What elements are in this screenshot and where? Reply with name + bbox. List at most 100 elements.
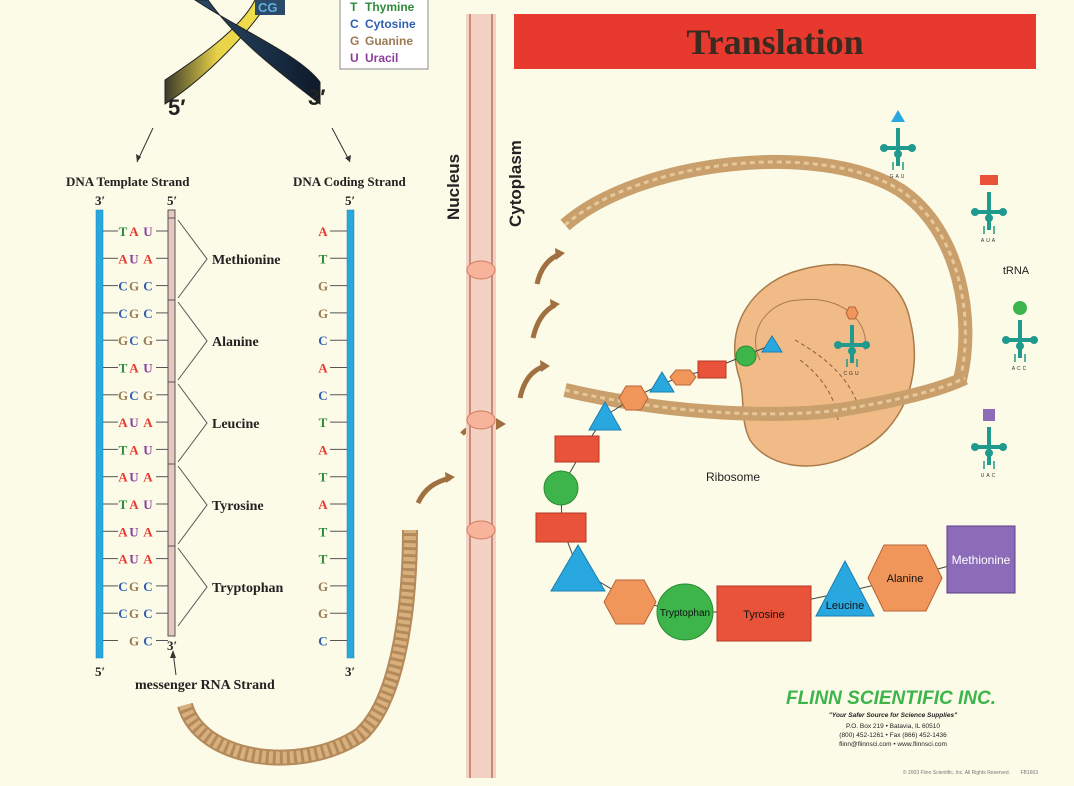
coding-strand-bar <box>346 209 355 659</box>
legend-word-cytosine: Cytosine <box>365 17 416 31</box>
legend-letter-guanine: G <box>350 34 359 48</box>
polypeptide-chain: Tryptophan Tyrosine Leucine Alanine Meth… <box>535 335 1016 642</box>
template-base: A <box>118 415 128 430</box>
template-base: T <box>119 224 128 239</box>
trna-anticodon: UAC <box>981 473 998 479</box>
coding-strand-bottom: 3′ <box>345 664 355 679</box>
cytoplasm-label: Cytoplasm <box>506 140 525 227</box>
mrna-base-right: A <box>143 524 153 539</box>
chain-leucine <box>815 559 875 617</box>
template-base: A <box>118 524 128 539</box>
mrna-base-left: U <box>129 251 139 266</box>
ribosome <box>734 263 916 467</box>
template-base: G <box>118 333 128 348</box>
page-title: Translation <box>686 22 863 62</box>
template-base: C <box>118 279 127 294</box>
mrna-base-right: G <box>143 333 153 348</box>
coding-base: T <box>319 415 328 430</box>
mrna-base-right: A <box>143 251 153 266</box>
chain-label-tryptophan: Tryptophan <box>660 608 710 619</box>
coding-base: C <box>318 388 327 403</box>
base-legend: T Thymine C Cytosine G Guanine U Uracil <box>339 0 429 70</box>
mrna-base-right: U <box>143 442 153 457</box>
chain-hexagon-2 <box>618 385 649 411</box>
chain-label-leucine: Leucine <box>826 600 865 612</box>
coding-base: G <box>318 579 328 594</box>
mrna-base-left: C <box>129 333 138 348</box>
mrna-strand-bar <box>167 209 176 637</box>
mrna-base-left: A <box>129 497 139 512</box>
coding-base: T <box>319 524 328 539</box>
template-strand-bottom: 5′ <box>95 664 105 679</box>
trna-molecule: AUA <box>971 175 1007 244</box>
mrna-base-right: C <box>143 579 152 594</box>
template-base: G <box>118 388 128 403</box>
codon-label: Leucine <box>212 417 259 432</box>
coding-base: T <box>319 552 328 567</box>
legend-word-uracil: Uracil <box>365 51 398 65</box>
chain-triangle-3 <box>588 400 622 431</box>
coding-base: T <box>319 470 328 485</box>
template-base: T <box>119 442 128 457</box>
mrna-strand-label: messenger RNA Strand <box>135 678 275 693</box>
mrna-base-right: A <box>143 470 153 485</box>
mrna-base-left: U <box>129 552 139 567</box>
trna-label: tRNA <box>1003 265 1030 277</box>
template-base: T <box>119 497 128 512</box>
mrna-base-right: A <box>143 552 153 567</box>
template-base: C <box>118 606 127 621</box>
codon-label: Tyrosine <box>212 499 264 514</box>
mrna-base-left: G <box>129 606 139 621</box>
company-web: flinn@flinnsci.com • www.flinnsci.com <box>839 741 947 748</box>
template-strand-label: DNA Template Strand <box>66 174 190 189</box>
chain-hexagon-3 <box>603 579 657 625</box>
codon-label: Tryptophan <box>212 581 284 596</box>
coding-base: T <box>319 251 328 266</box>
codon-label: Alanine <box>212 335 259 350</box>
chain-alanine <box>867 544 943 612</box>
codon-label: Methionine <box>212 253 280 268</box>
template-base: A <box>118 470 128 485</box>
template-base: A <box>118 552 128 567</box>
ribosome-label: Ribosome <box>706 470 760 484</box>
chain-triangle-1 <box>761 335 783 353</box>
mrna-base-right: G <box>143 388 153 403</box>
company-phone: (800) 452-1261 • Fax (866) 452-1436 <box>839 732 947 739</box>
mrna-strand-bottom: 3′ <box>167 638 177 653</box>
mrna-base-left: G <box>129 634 139 649</box>
company-footer: FLINN SCIENTIFIC INC. "Your Safer Source… <box>786 688 1038 776</box>
coding-base: A <box>318 224 328 239</box>
trna-group: GAU AUA ACC CGU UAC <box>834 110 1038 479</box>
mrna-base-right: U <box>143 224 153 239</box>
mrna-base-left: C <box>129 388 138 403</box>
mrna-base-left: A <box>129 361 139 376</box>
helix-end-5: 5′ <box>168 95 186 120</box>
base-rows: T A U AA U A TC G C GC G C GG C G CT A U AG C G CA U A TT A U AA U A T… <box>103 224 347 649</box>
chain-hexagon-1 <box>669 369 697 386</box>
template-base: C <box>118 306 127 321</box>
chain-triangle-2 <box>649 371 675 393</box>
chain-circle-1 <box>735 345 757 367</box>
chain-tryptophan <box>656 583 714 641</box>
company-name: FLINN SCIENTIFIC INC. <box>786 688 996 709</box>
template-strand-top: 3′ <box>95 193 105 208</box>
chain-triangle-4 <box>550 544 606 592</box>
coding-base: G <box>318 606 328 621</box>
copyright: © 2003 Flinn Scientific, Inc. All Rights… <box>903 769 1010 776</box>
chain-rect-1 <box>697 360 727 379</box>
mrna-base-left: A <box>129 224 139 239</box>
mrna-cytoplasm-ribbon <box>560 155 973 382</box>
legend-letter-thymine: T <box>350 0 358 14</box>
helix-end-3: 3′ <box>308 85 326 110</box>
chain-tyrosine <box>716 585 812 642</box>
mrna-base-left: U <box>129 470 139 485</box>
trna-molecule: CGU <box>834 306 870 377</box>
mrna-base-left: U <box>129 415 139 430</box>
legend-letter-uracil: U <box>350 51 359 65</box>
codon-brackets: Methionine Alanine Leucine Tyrosine Tryptoph… <box>168 217 284 627</box>
chain-methionine <box>946 525 1016 594</box>
coding-strand-top: 5′ <box>345 193 355 208</box>
chain-rect-3 <box>535 512 587 543</box>
chain-rect-2 <box>554 435 600 463</box>
